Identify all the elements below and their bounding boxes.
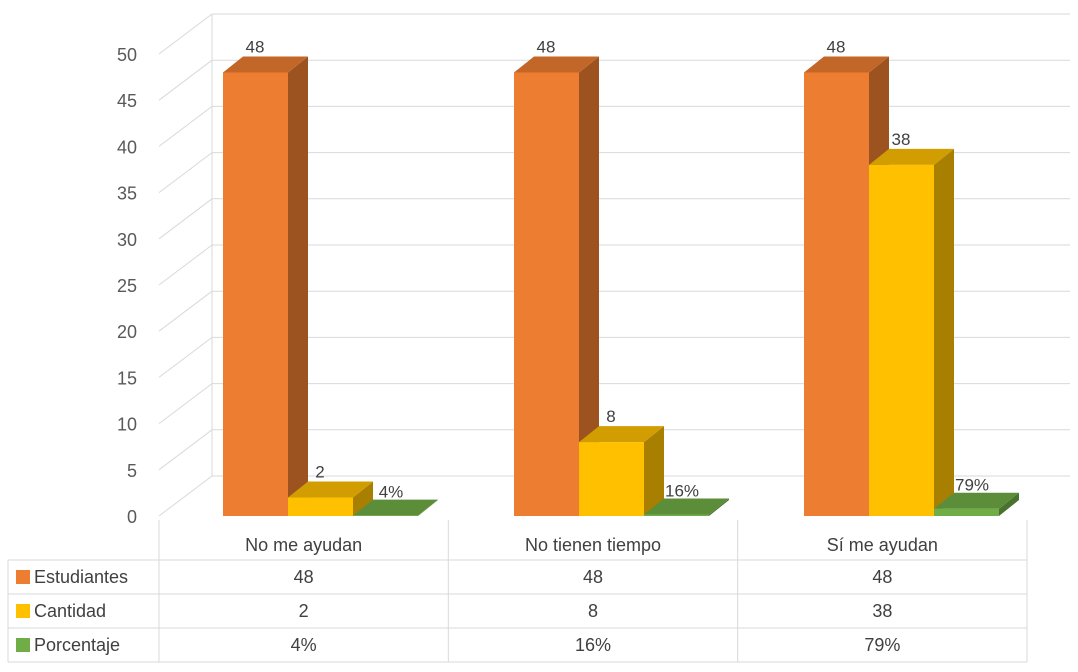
x-category-label: No me ayudan <box>245 535 362 555</box>
gridline-diagonal <box>158 290 213 332</box>
table-cell: 38 <box>872 601 892 621</box>
bar-top <box>288 481 373 498</box>
bar-porcentaje <box>934 492 1019 516</box>
data-label: 79% <box>955 476 989 495</box>
gridline-diagonal <box>158 152 213 193</box>
data-label: 48 <box>537 37 556 56</box>
gridline-diagonal <box>158 475 213 517</box>
bar-side <box>288 56 308 516</box>
y-tick-label: 15 <box>117 368 137 388</box>
bar-cantidad <box>869 148 954 516</box>
bar-estudiantes <box>514 56 599 516</box>
table-cell: 48 <box>872 567 892 587</box>
data-label: 48 <box>827 37 846 56</box>
table-cell: 2 <box>299 601 309 621</box>
data-table: No me ayudan No tienen tiempo Sí me ayudan… <box>7 520 1028 663</box>
bar-top <box>869 148 954 165</box>
data-label: 38 <box>892 130 911 149</box>
table-cell: 4% <box>291 635 317 655</box>
y-tick-label: 40 <box>117 137 137 157</box>
table-cell: 48 <box>583 567 603 587</box>
gridline-diagonal <box>158 59 213 101</box>
gridline-diagonal <box>158 198 213 240</box>
legend-swatch <box>16 638 30 652</box>
bar-side <box>579 56 599 516</box>
x-category-label: Sí me ayudan <box>827 535 938 555</box>
bar-front <box>223 72 288 516</box>
data-label: 2 <box>315 463 324 482</box>
bar-porcentaje <box>644 498 729 516</box>
bar-porcentaje <box>353 499 438 516</box>
gridline-diagonal <box>158 383 213 424</box>
y-tick-label: 30 <box>117 230 137 250</box>
y-tick-label: 20 <box>117 322 137 342</box>
y-tick-label: 45 <box>117 91 137 111</box>
gridline-diagonal <box>158 13 213 55</box>
gridline-diagonal <box>158 244 213 286</box>
table-cell: 79% <box>864 635 900 655</box>
bar-front <box>514 72 579 516</box>
y-tick-label: 50 <box>117 45 137 65</box>
bar-front <box>934 508 999 516</box>
y-tick-label: 10 <box>117 415 137 435</box>
bar-top <box>934 492 1019 509</box>
bar-front <box>288 497 353 516</box>
legend-series-name: Cantidad <box>34 601 106 621</box>
x-category-label: No tienen tiempo <box>525 535 661 555</box>
bar-top <box>223 56 308 73</box>
y-tick-label: 0 <box>127 507 137 527</box>
y-tick-label: 25 <box>117 276 137 296</box>
bar-front <box>644 514 709 516</box>
data-label: 48 <box>246 37 265 56</box>
legend-swatch <box>16 604 30 618</box>
bar-side <box>644 426 664 516</box>
legend-swatch <box>16 570 30 584</box>
bar-top <box>579 426 664 443</box>
bar-top <box>804 56 889 73</box>
bar-top <box>514 56 599 73</box>
table-cell: 48 <box>294 567 314 587</box>
bar-cantidad <box>579 426 664 516</box>
gridline-diagonal <box>158 429 213 471</box>
bar-side <box>418 499 438 516</box>
table-cell: 8 <box>588 601 598 621</box>
y-tick-label: 5 <box>127 461 137 481</box>
table-cell: 16% <box>575 635 611 655</box>
bar-side <box>353 481 373 516</box>
legend-series-name: Estudiantes <box>34 567 128 587</box>
bar-side <box>999 492 1019 516</box>
data-label: 16% <box>665 482 699 501</box>
bar-front <box>869 164 934 516</box>
bar-front <box>804 72 869 516</box>
legend-series-name: Porcentaje <box>34 635 120 655</box>
bar-front <box>579 442 644 516</box>
bar-cantidad <box>288 481 373 516</box>
bars <box>223 56 1019 516</box>
bar-top <box>644 498 729 515</box>
y-tick-label: 35 <box>117 184 137 204</box>
bar-top <box>353 499 438 516</box>
bar-estudiantes <box>223 56 308 516</box>
y-axis-ticks: 0 5 10 15 20 25 30 35 40 45 50 <box>117 45 137 527</box>
bar-side <box>709 498 729 516</box>
data-labels: 48 2 4% 48 8 16% 48 38 79% <box>246 37 989 501</box>
data-label: 4% <box>379 483 404 502</box>
bar-side <box>934 148 954 516</box>
gridline-diagonal <box>158 337 213 378</box>
data-label: 8 <box>606 407 615 426</box>
gridline-diagonal <box>158 106 213 147</box>
